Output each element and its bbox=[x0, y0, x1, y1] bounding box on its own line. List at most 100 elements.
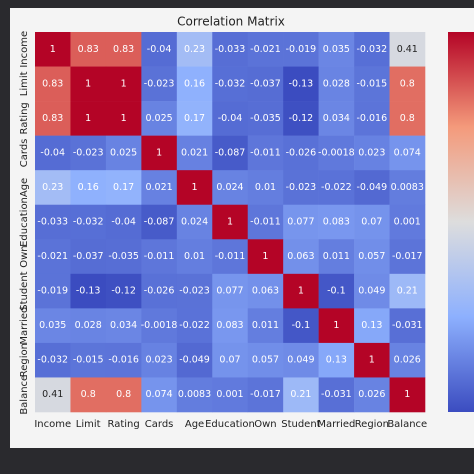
x-tick-label: Age bbox=[185, 419, 204, 430]
heatmap-cell bbox=[389, 308, 426, 344]
heatmap-cell bbox=[176, 170, 213, 206]
cell-label: 0.21 bbox=[397, 286, 418, 297]
heatmap-cell bbox=[389, 32, 426, 67]
heatmap-cell bbox=[283, 170, 319, 206]
cell-label: -0.12 bbox=[289, 113, 314, 124]
y-tick-label: Age bbox=[19, 178, 30, 197]
heatmap-cell bbox=[141, 308, 178, 344]
cell-label: 0.074 bbox=[145, 389, 172, 400]
cell-label: 0.026 bbox=[394, 355, 421, 366]
heatmap-cell bbox=[176, 204, 213, 240]
cell-label: -0.032 bbox=[215, 78, 246, 89]
x-tick-label: Balance bbox=[387, 419, 427, 430]
heatmap-cell bbox=[176, 101, 213, 136]
heatmap-cell bbox=[354, 101, 390, 136]
cell-label: -0.023 bbox=[144, 78, 175, 89]
cell-label: 0.13 bbox=[326, 355, 347, 366]
heatmap-cell bbox=[70, 239, 107, 275]
heatmap-cell bbox=[105, 377, 142, 413]
heatmap-cell bbox=[247, 204, 284, 240]
cell-label: -0.035 bbox=[250, 113, 281, 124]
cell-label: 0.077 bbox=[287, 217, 314, 228]
heatmap-cell bbox=[70, 377, 107, 413]
heatmap-cell bbox=[354, 308, 390, 344]
cell-label: 0.035 bbox=[39, 320, 66, 331]
cell-label: -0.0018 bbox=[318, 147, 355, 158]
x-tick-label: Married bbox=[317, 419, 355, 430]
cell-label: -0.13 bbox=[76, 286, 101, 297]
cell-label: -0.04 bbox=[111, 217, 136, 228]
heatmap-cell bbox=[389, 135, 426, 171]
heatmap-cell bbox=[247, 239, 284, 275]
cell-label: 0.023 bbox=[145, 355, 172, 366]
cell-label: 0.025 bbox=[145, 113, 172, 124]
heatmap-cell bbox=[283, 135, 319, 171]
cell-label: 0.21 bbox=[290, 389, 311, 400]
cell-label: 0.028 bbox=[323, 78, 350, 89]
chart-title: Correlation Matrix bbox=[177, 15, 285, 29]
y-tick-label: Student bbox=[19, 271, 30, 310]
y-tick-label: Rating bbox=[19, 102, 30, 134]
heatmap-cell bbox=[389, 204, 426, 240]
x-tick-label: Limit bbox=[76, 419, 101, 430]
heatmap-cell bbox=[318, 308, 355, 344]
y-tick-label: Balance bbox=[19, 375, 30, 415]
heatmap-cell bbox=[283, 342, 319, 378]
heatmap-cell bbox=[354, 66, 390, 102]
heatmap-cell bbox=[105, 308, 142, 344]
cell-label: 0.083 bbox=[323, 217, 350, 228]
heatmap-cell bbox=[176, 32, 213, 67]
x-tick-label: Cards bbox=[145, 419, 174, 430]
cell-label: -0.049 bbox=[357, 182, 388, 193]
heatmap-cell bbox=[389, 273, 426, 309]
heatmap-cell bbox=[35, 204, 71, 240]
heatmap-cell bbox=[389, 342, 426, 378]
heatmap-cell bbox=[247, 135, 284, 171]
heatmap-cell bbox=[247, 308, 284, 344]
heatmap-cell bbox=[318, 135, 355, 171]
cell-label: 0.83 bbox=[42, 113, 63, 124]
cell-label: -0.04 bbox=[147, 44, 172, 55]
heatmap-cell bbox=[35, 239, 71, 275]
cell-label: -0.019 bbox=[37, 286, 68, 297]
heatmap-cell bbox=[318, 66, 355, 102]
heatmap-cell bbox=[70, 66, 107, 102]
heatmap-cell bbox=[354, 342, 390, 378]
heatmap-cell bbox=[354, 32, 390, 67]
heatmap-cell bbox=[354, 273, 390, 309]
y-tick-label: Region bbox=[19, 343, 30, 377]
y-tick-label: Income bbox=[19, 31, 30, 68]
heatmap-cell bbox=[212, 342, 249, 378]
cell-label: -0.031 bbox=[321, 389, 352, 400]
cell-label: 0.024 bbox=[216, 182, 243, 193]
heatmap-cell bbox=[141, 204, 178, 240]
cell-label: 0.049 bbox=[287, 355, 314, 366]
y-tick-label: Own bbox=[19, 245, 30, 267]
cell-label: 1 bbox=[121, 78, 127, 89]
heatmap-cell bbox=[70, 135, 107, 171]
heatmap-cell bbox=[247, 66, 284, 102]
heatmap-cell bbox=[105, 273, 142, 309]
cell-label: 0.8 bbox=[400, 78, 415, 89]
heatmap-cell bbox=[318, 170, 355, 206]
heatmap-cell bbox=[176, 377, 213, 413]
cell-label: 0.8 bbox=[116, 389, 131, 400]
heatmap-cell bbox=[176, 273, 213, 309]
cell-label: 1 bbox=[369, 355, 375, 366]
cell-label: 0.83 bbox=[78, 44, 99, 55]
cell-label: 0.035 bbox=[323, 44, 350, 55]
cell-label: -0.12 bbox=[111, 286, 136, 297]
cell-label: 0.049 bbox=[358, 286, 385, 297]
cell-label: 0.41 bbox=[42, 389, 63, 400]
cell-label: -0.0018 bbox=[141, 320, 178, 331]
heatmap-cell bbox=[141, 342, 178, 378]
cell-label: 0.057 bbox=[358, 251, 385, 262]
x-tick-label: Student bbox=[281, 419, 320, 430]
heatmap-cell bbox=[247, 170, 284, 206]
cell-label: -0.1 bbox=[327, 286, 346, 297]
cell-label: 1 bbox=[298, 286, 304, 297]
cell-label: 0.17 bbox=[184, 113, 205, 124]
cell-label: 0.0083 bbox=[391, 182, 424, 193]
cell-label: 0.8 bbox=[81, 389, 96, 400]
